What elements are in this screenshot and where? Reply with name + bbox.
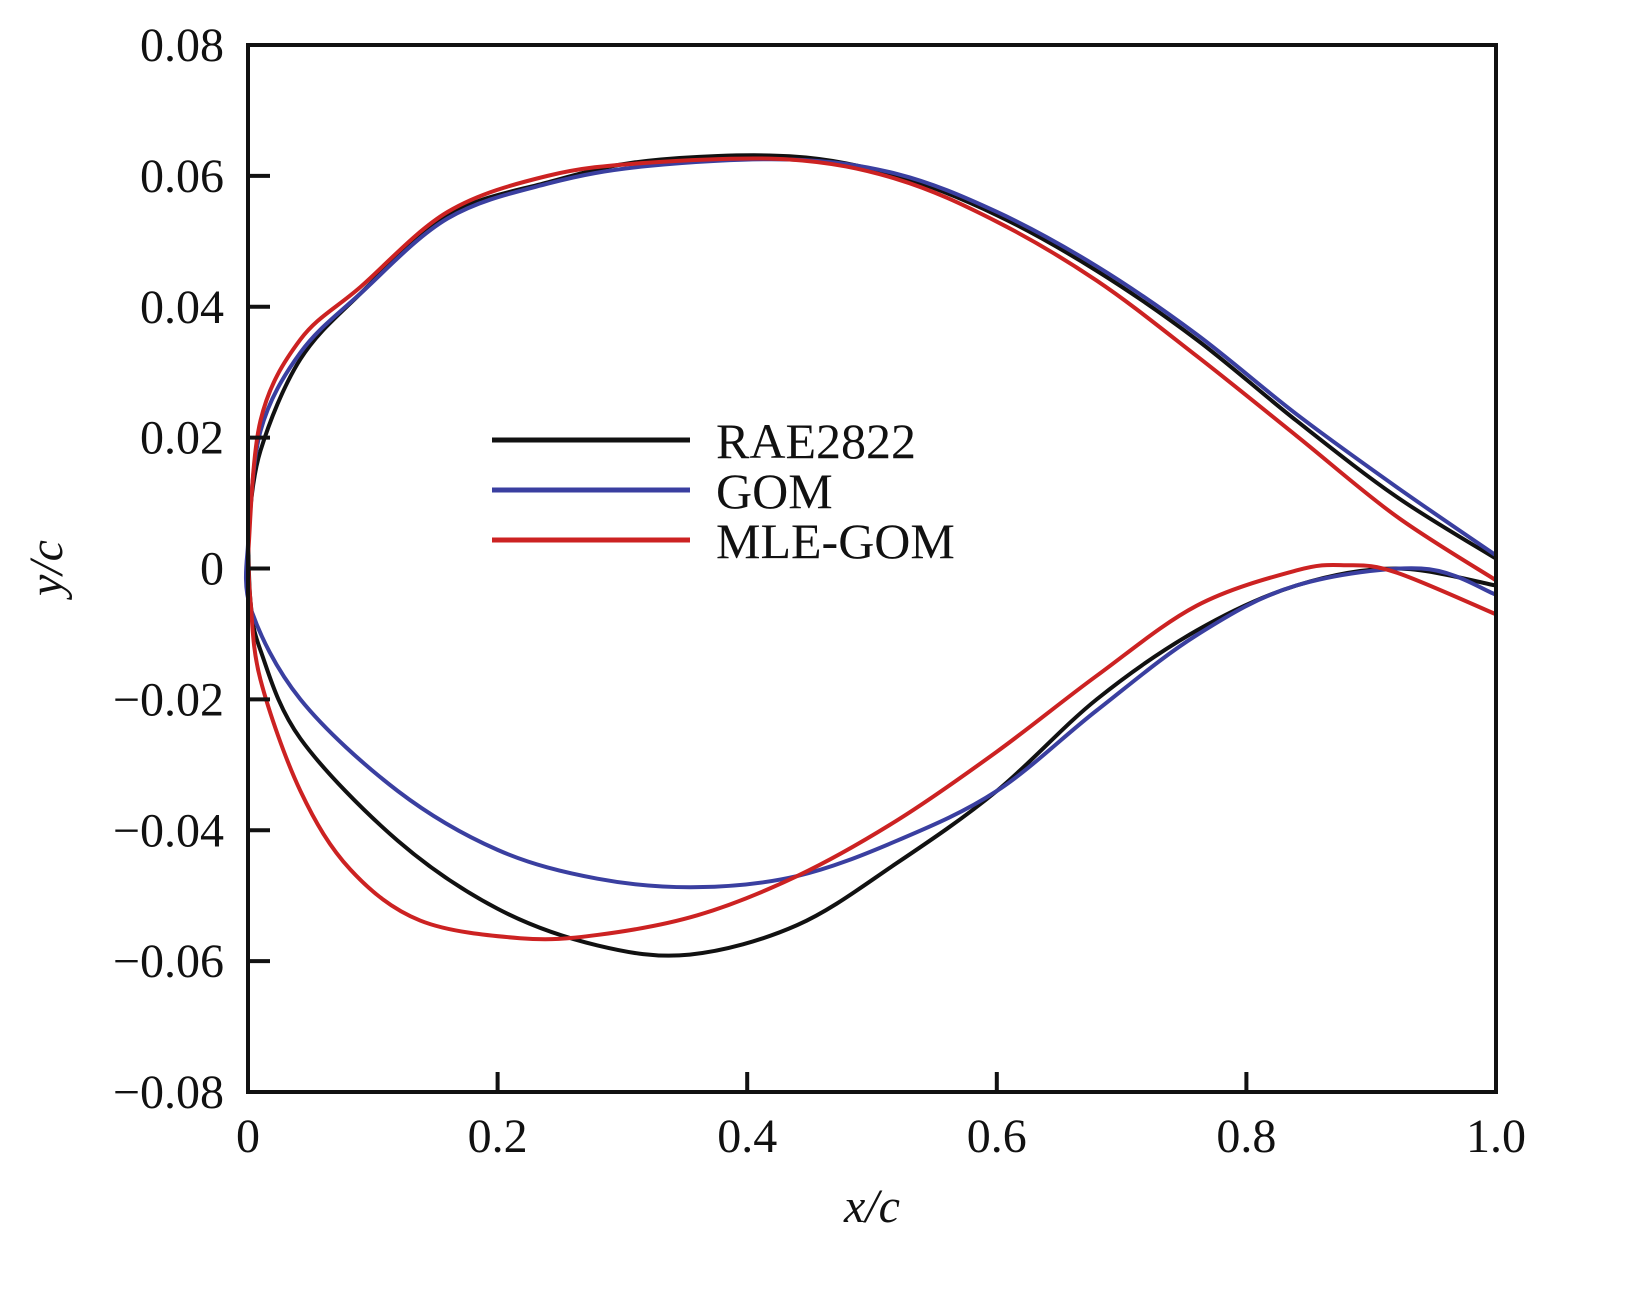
y-tick-label: 0.08 xyxy=(140,19,224,72)
y-axis-label: y/c xyxy=(20,540,73,601)
x-tick-label: 0.6 xyxy=(967,1110,1027,1163)
y-tick-label: 0.06 xyxy=(140,150,224,203)
y-tick-label: −0.06 xyxy=(113,935,224,988)
ticks: 0 0.2 0.4 0.6 0.8 1.0 −0.08 −0.06 −0.04 −0.02 0 0.0… xyxy=(113,19,1526,1163)
y-tick-label: −0.02 xyxy=(113,673,224,726)
series-rae2822-upper-line xyxy=(246,153,1498,561)
y-tick-label: 0 xyxy=(200,543,224,596)
x-axis-label: x/c xyxy=(843,1180,900,1233)
y-tick-label: 0.02 xyxy=(140,412,224,465)
legend-label-mle-gom: MLE-GOM xyxy=(716,513,955,569)
x-tick-label: 0.8 xyxy=(1216,1110,1276,1163)
y-tick-label: 0.04 xyxy=(140,281,224,334)
x-tick-label: 1.0 xyxy=(1466,1110,1526,1163)
series-mle-gom-upper-line xyxy=(246,156,1498,582)
legend-label-gom: GOM xyxy=(716,463,833,519)
legend-label-rae2822: RAE2822 xyxy=(716,413,916,469)
x-tick-label: 0.2 xyxy=(468,1110,528,1163)
series-rae2822-lower-line xyxy=(246,529,1497,958)
series-mle-gom-lower-line xyxy=(246,555,1497,942)
x-tick-label: 0 xyxy=(236,1110,260,1163)
x-tick-label: 0.4 xyxy=(717,1110,777,1163)
y-tick-label: −0.08 xyxy=(113,1066,224,1119)
series-lines xyxy=(243,153,1498,958)
y-tick-label: −0.04 xyxy=(113,804,224,857)
